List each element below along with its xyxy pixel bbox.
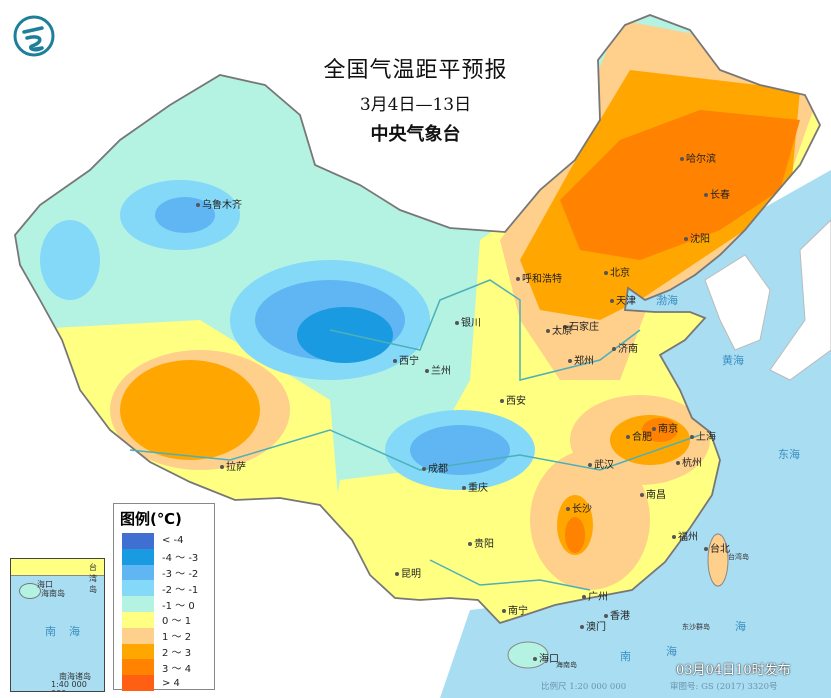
legend-item: 0 ～ 1 [122,611,214,628]
city-label: 西宁 [393,352,419,367]
cma-logo [13,15,55,57]
city-label: 昆明 [395,565,421,580]
city-label: 南京 [652,420,678,435]
korea-peninsula [704,254,771,351]
legend-label: 2 ～ 3 [162,647,192,659]
legend-swatch [122,533,154,549]
city-label: 重庆 [462,479,488,494]
inset-hainan [19,583,41,599]
sea-label: 东海 [778,448,800,461]
legend-swatch [122,580,154,597]
inset-label: 南海诸岛 [59,672,91,681]
inset-sea: 海 [69,625,80,638]
city-label: 上海 [690,428,716,443]
city-label: 乌鲁木齐 [196,196,242,211]
legend-item: -2 ～ -1 [122,580,214,597]
island-label: 东沙群岛 [682,623,710,631]
legend-label: -2 ～ -1 [162,584,199,596]
south-china-sea-inset: 海口 海南岛 台湾岛 南 海 南海诸岛 1:40 000 000 [10,558,105,692]
city-label: 南昌 [640,486,666,501]
city-label: 香港 [604,607,630,622]
city-label: 西安 [500,392,526,407]
city-label: 济南 [612,340,638,355]
japan [769,219,831,381]
sea-label: 渤海 [656,294,678,307]
city-label: 太原 [546,322,572,337]
agency: 中央气象台 [370,124,461,145]
inset-city: 海口 [37,580,53,589]
city-label: 武汉 [588,456,614,471]
legend-label: 3 ～ 4 [162,663,192,675]
legend-item: < -4 [122,533,214,549]
city-label: 呼和浩特 [516,270,562,285]
city-label: 澳门 [580,618,606,633]
legend-swatch [122,548,154,565]
city-label: 广州 [582,588,608,603]
map-scale: 比例尺 1:20 000 000 [541,682,627,692]
sea-label: 黄海 [722,354,744,367]
legend-item: 2 ～ 3 [122,643,214,660]
map-approval-number: 审图号: GS (2017) 3320号 [670,682,778,692]
legend: 图例(℃) < -4 -4 ～ -3 -3 ～ -2 -2 ～ -1 -1 ～ 0 0 ～… [113,503,215,691]
sea-label: 南 [620,650,631,663]
city-label: 合肥 [626,428,652,443]
city-label: 海口 [533,650,559,665]
city-label: 杭州 [676,454,702,469]
island-label: 台湾岛 [728,553,749,561]
legend-label: -3 ～ -2 [162,568,199,580]
inset-taiwan: 台湾岛 [89,563,97,594]
city-label: 兰州 [425,362,451,377]
legend-item: > 4 [122,675,214,691]
legend-label: > 4 [162,677,180,689]
city-label: 石家庄 [563,318,599,333]
legend-swatch [122,596,154,612]
inset-island: 海南岛 [41,589,65,598]
city-label: 长沙 [566,500,592,515]
map-title: 全国气温距平预报 [323,58,508,83]
city-label: 福州 [672,528,698,543]
city-label: 银川 [455,314,481,329]
legend-swatch [122,564,154,581]
city-label: 长春 [704,186,730,201]
pearl-river [429,559,591,591]
legend-swatch [122,643,154,660]
legend-label: 1 ～ 2 [162,632,192,644]
legend-label: -4 ～ -3 [162,553,199,565]
city-label: 台北 [704,540,730,555]
legend-title: 图例(℃) [120,510,182,528]
inset-sea: 南 [45,625,56,638]
legend-item: -3 ～ -2 [122,564,214,581]
legend-item: -4 ～ -3 [122,548,214,565]
date-range: 3月4日—13日 [359,95,472,115]
city-label: 天津 [610,292,636,307]
legend-label: < -4 [162,535,184,547]
issue-time: 03月04日10时发布 [676,663,791,678]
city-label: 北京 [604,264,630,279]
city-label: 南宁 [502,602,528,617]
inset-scale: 1:40 000 000 [51,680,87,691]
legend-item: 1 ～ 2 [122,627,214,644]
island-label: 海南岛 [556,661,577,669]
sea-label: 海 [735,620,746,633]
sea-label: 海 [666,645,677,658]
legend-label: -1 ～ 0 [162,600,195,612]
city-label: 郑州 [568,352,594,367]
legend-item: 3 ～ 4 [122,659,214,676]
city-label: 哈尔滨 [680,150,716,165]
city-label: 拉萨 [220,458,246,473]
city-label: 贵阳 [468,535,494,550]
legend-swatch [122,659,154,676]
legend-swatch [122,627,154,644]
legend-label: 0 ～ 1 [162,616,192,628]
legend-item: -1 ～ 0 [122,596,214,612]
legend-swatch [122,611,154,628]
city-label: 成都 [422,460,448,475]
city-label: 沈阳 [684,230,710,245]
inset-mainland [11,559,104,576]
legend-swatch [122,675,154,691]
